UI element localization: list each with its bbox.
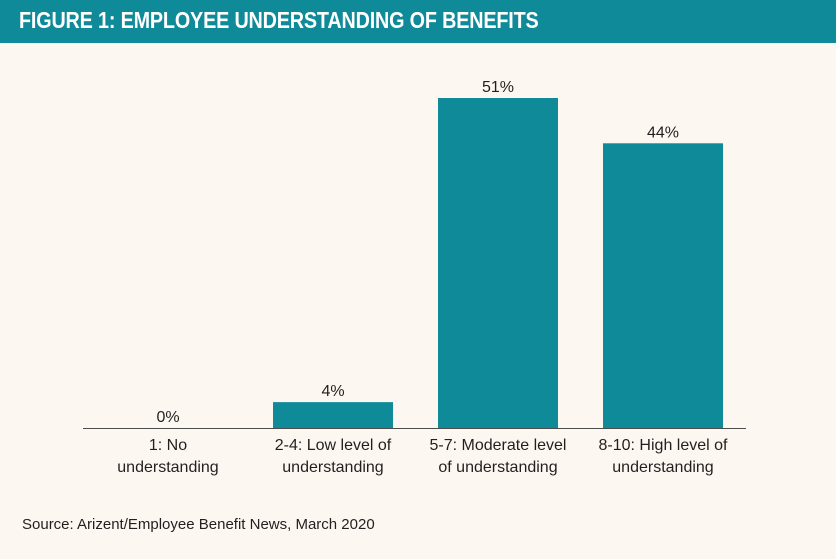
bars-group <box>273 98 723 428</box>
data-label-4: 44% <box>647 124 679 141</box>
title-bar: FIGURE 1: EMPLOYEE UNDERSTANDING OF BENE… <box>0 0 836 43</box>
bar-4 <box>603 143 723 428</box>
category-label-2: 2-4: Low level of understanding <box>274 437 392 476</box>
category-label-1: 1: No understanding <box>117 437 219 476</box>
bar-2 <box>273 402 393 428</box>
data-label-1: 0% <box>156 409 179 426</box>
data-label-2: 4% <box>321 383 344 400</box>
data-labels-group: 0% 4% 51% 44% <box>156 79 679 426</box>
chart-title: FIGURE 1: EMPLOYEE UNDERSTANDING OF BENE… <box>19 7 539 33</box>
right-edge <box>836 0 840 559</box>
bar-3 <box>438 98 558 428</box>
data-label-3: 51% <box>482 79 514 96</box>
category-label-3: 5-7: Moderate level of understanding <box>429 437 567 476</box>
category-label-4: 8-10: High level of understanding <box>598 437 728 476</box>
source-note: Source: Arizent/Employee Benefit News, M… <box>22 516 375 533</box>
